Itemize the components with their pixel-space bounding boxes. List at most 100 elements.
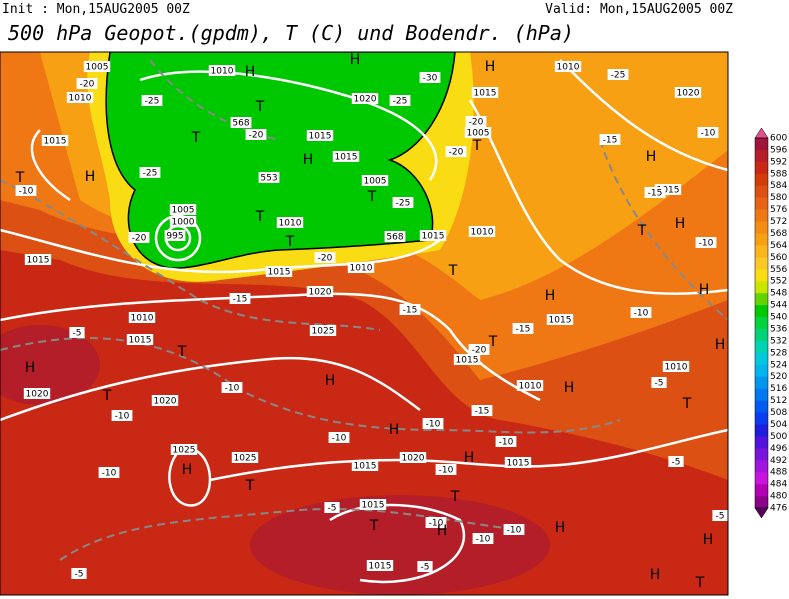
contour-label: -10 — [19, 187, 34, 197]
colorbar-band — [755, 412, 768, 425]
colorbar-label: 524 — [770, 360, 787, 370]
colorbar-label: 584 — [770, 181, 787, 191]
map-title: 500 hPa Geopot.(gpdm), T (C) und Bodendr… — [8, 21, 574, 45]
contour-label: -20 — [80, 80, 95, 90]
contour-label: 1015 — [456, 356, 479, 366]
label-box — [128, 232, 150, 243]
label-box — [674, 87, 702, 98]
pressure-center-letter: T — [369, 518, 379, 534]
contour-label: 1015 — [549, 316, 572, 326]
contour-label: -25 — [143, 169, 158, 179]
label-box — [324, 502, 340, 513]
contour-label: 1010 — [471, 228, 494, 238]
contour-label: 1020 — [154, 397, 177, 407]
colorbar-band — [755, 269, 768, 282]
label-box — [69, 327, 85, 338]
contour-label: -20 — [249, 131, 264, 141]
contour-label: -10 — [476, 535, 491, 545]
colorbar-label: 536 — [770, 324, 787, 334]
label-box — [495, 436, 517, 447]
colorbar-band — [755, 364, 768, 378]
contour-label: 1020 — [26, 390, 49, 400]
colorbar-label: 540 — [770, 313, 787, 323]
contour-label: 1000 — [172, 218, 195, 228]
label-box — [419, 72, 441, 83]
contour-label: -15 — [233, 295, 248, 305]
contour-label: 1010 — [211, 67, 234, 77]
label-box — [668, 456, 684, 467]
colorbar-band — [755, 328, 768, 342]
label-box — [221, 382, 243, 393]
contour-label: -15 — [603, 136, 618, 146]
colorbar-band — [755, 388, 768, 401]
label-box — [662, 361, 690, 372]
contour-label: 1015 — [422, 232, 445, 242]
pressure-center-letter: T — [682, 396, 692, 412]
label-box — [139, 167, 161, 178]
contour-label: 1015 — [507, 459, 530, 469]
colorbar-band — [755, 436, 768, 449]
field-darkred — [0, 325, 100, 405]
contour-label: -25 — [393, 97, 408, 107]
colorbar-arrow-top — [754, 127, 769, 139]
contour-label: 553 — [260, 174, 277, 184]
contour-label: -15 — [648, 189, 663, 199]
pressure-center-letter: H — [555, 520, 566, 536]
pressure-center-letter: T — [191, 130, 201, 146]
pressure-center-letter: H — [464, 450, 475, 466]
label-box — [468, 344, 490, 355]
contour-label: -5 — [716, 512, 725, 522]
contour-label: 1010 — [279, 219, 302, 229]
contour-label: -10 — [225, 384, 240, 394]
label-box — [71, 568, 87, 579]
label-box — [465, 116, 487, 127]
contour-label: -20 — [318, 254, 333, 264]
contour-label: -5 — [328, 504, 337, 514]
label-box — [503, 524, 525, 535]
map-frame — [0, 51, 729, 596]
colorbar-label: 512 — [770, 396, 787, 406]
pressure-center-letter: H — [703, 532, 714, 548]
colorbar-band — [755, 376, 768, 389]
contour-label: -20 — [472, 346, 487, 356]
label-box — [151, 395, 179, 406]
label-box — [83, 61, 111, 72]
label-box — [516, 380, 544, 391]
contour-label: -10 — [102, 469, 117, 479]
colorbar-label: 548 — [770, 289, 787, 299]
label-box — [607, 69, 629, 80]
contour-label: 1015 — [335, 153, 358, 163]
pressure-center-letter: T — [695, 575, 705, 591]
colorbar-label: 576 — [770, 205, 787, 215]
label-box — [399, 304, 421, 315]
contour-label: 1010 — [131, 314, 154, 324]
label-box — [361, 175, 389, 186]
pressure-center-letter: T — [450, 489, 460, 505]
pressure-center-letter: H — [182, 462, 193, 478]
colorbar-label: 516 — [770, 384, 787, 394]
contour-label: -5 — [421, 563, 430, 573]
colorbar-label: 552 — [770, 277, 787, 287]
pressure-center-letter: T — [367, 189, 377, 205]
contour-label: -5 — [672, 458, 681, 468]
contour-label: 1020 — [677, 89, 700, 99]
pressure-center-letter: T — [245, 478, 255, 494]
label-box — [231, 452, 259, 463]
contour-label: -10 — [429, 519, 444, 529]
label-box — [170, 444, 198, 455]
colorbar-label: 496 — [770, 444, 787, 454]
colorbar-label: 480 — [770, 492, 787, 502]
contour-label: -20 — [469, 118, 484, 128]
label-box — [417, 561, 433, 572]
label-box — [41, 135, 69, 146]
contour-label: 1015 — [369, 562, 392, 572]
contour-label: 1020 — [309, 288, 332, 298]
label-box — [425, 517, 447, 528]
label-box — [695, 237, 717, 248]
label-box — [384, 231, 406, 242]
colorbar-label: 592 — [770, 157, 787, 167]
pressure-center-letter: T — [255, 99, 265, 115]
label-box — [651, 377, 667, 388]
colorbar-frame — [754, 137, 769, 509]
